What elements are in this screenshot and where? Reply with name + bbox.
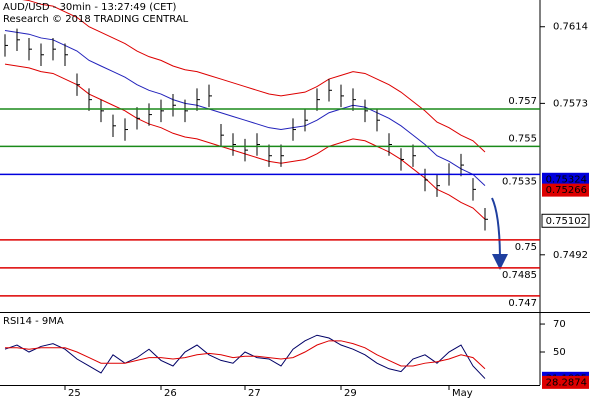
price-box-label: 0.75102 xyxy=(546,216,587,227)
y-tick-label: 0.7573 xyxy=(553,98,588,109)
y-tick-label: 0.7614 xyxy=(553,22,588,33)
indicator-line xyxy=(22,0,486,153)
x-tick-label: 25 xyxy=(68,388,81,399)
chart-subtitle: Research © 2018 TRADING CENTRAL xyxy=(3,14,189,25)
plot-area xyxy=(4,0,488,379)
level-label: 0.7535 xyxy=(502,176,537,187)
panel xyxy=(4,0,488,231)
y-tick-label: 50 xyxy=(553,347,566,358)
indicator-line xyxy=(4,29,486,186)
price-box xyxy=(542,183,589,197)
price-box-label: 0.75324 xyxy=(546,174,587,185)
x-tick-label: 29 xyxy=(344,388,357,399)
level-label: 0.755 xyxy=(508,133,537,144)
level-label: 0.757 xyxy=(508,96,537,107)
x-tick-label: May xyxy=(452,388,473,399)
price-box xyxy=(542,375,589,389)
y-tick-label: 0.7492 xyxy=(553,250,588,261)
y-tick-label: 70 xyxy=(553,319,566,330)
price-box xyxy=(541,213,590,228)
panel xyxy=(4,334,486,379)
x-tick-label: 26 xyxy=(164,388,177,399)
level-label: 0.747 xyxy=(508,298,537,309)
level-label: 0.7485 xyxy=(502,270,537,281)
rsi-title: RSI14 - 9MA xyxy=(3,316,64,327)
forecast-arrow xyxy=(491,197,508,270)
rsi-line xyxy=(5,340,486,370)
level-label: 0.75 xyxy=(515,242,537,253)
rsi-line xyxy=(4,334,486,379)
price-box xyxy=(542,172,589,186)
price-box-label: 0.75266 xyxy=(546,185,587,196)
price-box-label: 28.2874 xyxy=(546,377,587,388)
x-tick-label: 27 xyxy=(248,388,261,399)
chart-title: AUD/USD - 30min - 13:27:49 (CET) xyxy=(3,2,177,13)
